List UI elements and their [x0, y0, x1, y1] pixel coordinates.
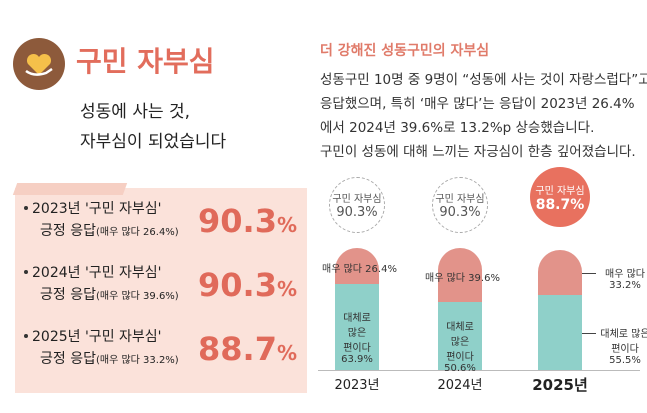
summary-box: [15, 188, 307, 393]
leader: [582, 272, 596, 274]
segment-label: 대체로 많은 편이다 55.5%: [590, 325, 647, 366]
item-note: (매우 많다 39.6%): [95, 291, 179, 302]
total-value: 88.7%: [535, 196, 585, 213]
total-bubble: 구민 자부심 90.3%: [432, 177, 488, 233]
total-label: 구민 자부심: [332, 194, 382, 205]
subtitle: 자부심이 되었습니다: [80, 132, 227, 152]
item-label: 긍정 응답: [40, 287, 96, 303]
series-name: 대체로 많은 편이다: [446, 321, 474, 363]
value-label: 26.4%: [365, 263, 397, 275]
bar-segment: [335, 248, 379, 284]
bar-segment: [335, 283, 379, 370]
series-name: 매우 많다: [425, 272, 465, 284]
item-value: 90.3%: [198, 202, 297, 240]
article-heading: 더 강해진 성동구민의 자부심: [320, 43, 490, 59]
article-line: 구민이 성동에 대해 느끼는 자긍심이 한층 깊어졌습니다.: [320, 144, 636, 160]
bar-segment: [438, 248, 482, 302]
value: 88.7: [198, 330, 277, 368]
item-line: 긍정 응답(매우 많다 39.6%): [40, 284, 179, 304]
segment-label: 대체로 많은 편이다 50.6%: [425, 318, 495, 374]
segment-label: 매우 많다 39.6%: [425, 269, 500, 284]
article-line: 응답했으며, 특히 ‘매우 많다’는 응답이 2023년 26.4%: [320, 96, 635, 112]
box-tab: [12, 183, 128, 195]
value: 90.3: [198, 202, 277, 240]
series-name: 매우 많다: [605, 268, 645, 280]
total-label: 구민 자부심: [535, 185, 585, 197]
bar-segment: [538, 295, 582, 370]
item-value: 88.7%: [198, 330, 297, 368]
baseline: [318, 370, 640, 371]
segment-label: 대체로 많은 편이다 63.9%: [322, 309, 392, 365]
value-label: 55.5%: [609, 354, 641, 366]
value: 90.3: [198, 266, 277, 304]
total-bubble: 구민 자부심 88.7%: [530, 167, 590, 227]
article-line: 에서 2024년 39.6%로 13.2%p 상승했습니다.: [320, 120, 595, 136]
segment-label: 매우 많다 26.4%: [322, 260, 397, 275]
title: 구민 자부심: [76, 45, 215, 78]
bullet: [24, 270, 28, 274]
value-label: 33.2%: [609, 279, 641, 291]
item-title: 2025년 '구민 자부심': [32, 329, 162, 345]
bullet: [24, 206, 28, 210]
total-value: 90.3%: [336, 205, 378, 220]
item-value: 90.3%: [198, 266, 297, 304]
series-name: 매우 많다: [322, 263, 362, 275]
item-line: 긍정 응답(매우 많다 26.4%): [40, 220, 179, 240]
unit: %: [276, 213, 297, 237]
item-note: (매우 많다 26.4%): [95, 227, 179, 238]
subtitle: 성동에 사는 것,: [80, 102, 191, 122]
series-name: 대체로 많은 편이다: [600, 328, 647, 355]
series-name: 대체로 많은 편이다: [343, 312, 371, 354]
item-line: 긍정 응답(매우 많다 33.2%): [40, 348, 179, 368]
total-label: 구민 자부심: [435, 194, 485, 205]
total-value: 90.3%: [439, 205, 481, 220]
segment-label: 매우 많다 33.2%: [590, 265, 647, 291]
value-label: 50.6%: [444, 362, 476, 374]
item-title: 2023년 '구민 자부심': [32, 201, 162, 217]
total-bubble: 구민 자부심 90.3%: [329, 177, 385, 233]
item-label: 긍정 응답: [40, 351, 96, 367]
bullet: [24, 334, 28, 338]
item-note: (매우 많다 33.2%): [95, 355, 179, 366]
x-label: 2025년: [532, 376, 588, 394]
article-line: 성동구민 10명 중 9명이 “성동에 사는 것이 자랑스럽다”고: [320, 72, 647, 88]
bar-segment: [438, 301, 482, 370]
bar-segment: [538, 250, 582, 296]
x-label: 2023년: [334, 378, 380, 393]
leader: [582, 332, 596, 334]
unit: %: [276, 341, 297, 365]
item-label: 긍정 응답: [40, 223, 96, 239]
item-title: 2024년 '구민 자부심': [32, 265, 162, 281]
x-label: 2024년: [437, 378, 483, 393]
unit: %: [276, 277, 297, 301]
value-label: 39.6%: [468, 272, 500, 284]
value-label: 63.9%: [341, 353, 373, 365]
icon: [13, 38, 65, 90]
